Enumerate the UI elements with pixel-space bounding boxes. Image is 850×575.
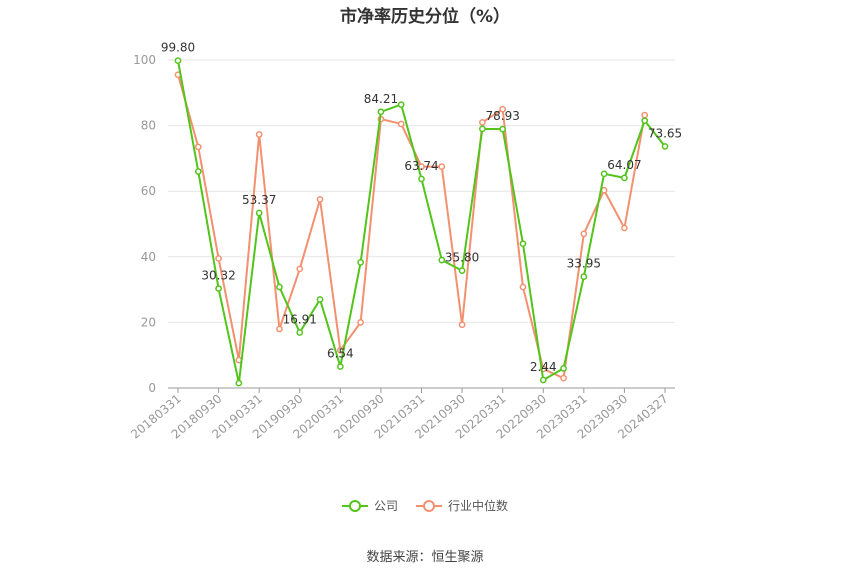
data-point-company xyxy=(174,57,182,65)
data-point-industry xyxy=(255,131,263,138)
y-tick-label: 60 xyxy=(141,184,156,198)
data-point-company xyxy=(519,240,527,248)
chart-title: 市净率历史分位（%） xyxy=(339,7,511,27)
data-point-industry xyxy=(580,230,588,238)
y-tick-label: 0 xyxy=(148,381,156,395)
data-point-industry xyxy=(296,265,304,273)
y-tick-label: 80 xyxy=(141,119,156,133)
source-note: 数据来源：恒生聚源 xyxy=(366,550,484,565)
data-point-company xyxy=(580,273,588,280)
data-point-industry xyxy=(641,111,649,119)
legend-industry-marker xyxy=(416,499,442,512)
data-point-industry xyxy=(215,255,222,262)
data-point-company xyxy=(316,296,324,303)
legend: 公司 行业中位数 xyxy=(0,497,850,514)
y-tick-label: 40 xyxy=(141,250,156,264)
data-point-industry xyxy=(438,163,446,170)
legend-item-company[interactable]: 公司 xyxy=(341,497,398,514)
data-point-industry xyxy=(397,120,405,128)
data-labels: 99.80 30.32 53.37 16.91 6.54 84.21 63.74 35.80 7… xyxy=(161,41,682,374)
data-point-company xyxy=(194,168,202,175)
data-point-company xyxy=(357,259,364,266)
data-point-industry xyxy=(519,283,527,291)
legend-industry-label: 行业中位数 xyxy=(448,499,509,513)
data-point-company xyxy=(296,329,304,336)
data-label: 78.93 xyxy=(485,109,519,123)
data-point-company xyxy=(499,125,507,133)
data-point-industry xyxy=(276,325,283,333)
data-label: 63.74 xyxy=(404,159,438,173)
data-point-company xyxy=(539,376,547,384)
data-label: 30.32 xyxy=(201,269,235,283)
data-point-industry xyxy=(357,319,364,326)
legend-company-marker xyxy=(341,499,368,512)
data-point-company xyxy=(336,363,344,370)
data-point-company xyxy=(661,143,669,150)
data-label: 33.95 xyxy=(567,257,601,271)
data-label: 2.44 xyxy=(530,360,557,374)
series-line-industry xyxy=(177,74,646,380)
data-point-company xyxy=(600,170,608,178)
data-point-company xyxy=(276,283,283,291)
legend-company-label: 公司 xyxy=(373,499,398,513)
data-point-industry xyxy=(194,143,202,151)
data-point-industry xyxy=(560,374,567,382)
data-point-industry xyxy=(458,321,466,329)
data-point-company xyxy=(621,174,628,182)
legend-item-industry[interactable]: 行业中位数 xyxy=(416,497,508,514)
data-point-industry xyxy=(316,196,324,203)
data-point-company xyxy=(255,209,263,217)
data-point-industry xyxy=(479,118,486,126)
data-label: 99.80 xyxy=(161,41,195,55)
data-point-company xyxy=(377,108,385,116)
y-tick-label: 20 xyxy=(141,315,156,329)
data-point-company xyxy=(215,285,222,292)
data-point-industry xyxy=(621,224,628,232)
data-point-company xyxy=(458,267,466,274)
data-point-company xyxy=(397,101,405,108)
data-point-industry xyxy=(600,186,608,194)
series-lines xyxy=(174,57,669,387)
data-label: 64.07 xyxy=(607,158,641,172)
data-point-industry xyxy=(499,105,507,113)
data-label: 16.91 xyxy=(283,313,317,327)
data-point-company xyxy=(418,175,425,183)
data-label: 84.21 xyxy=(364,92,398,106)
data-point-company xyxy=(641,117,649,125)
data-label: 6.54 xyxy=(327,347,354,361)
y-tick-label: 100 xyxy=(133,53,156,67)
grid-lines xyxy=(168,59,675,323)
data-point-company xyxy=(235,379,243,387)
data-label: 35.80 xyxy=(445,251,479,265)
data-point-company xyxy=(560,364,567,372)
data-point-company xyxy=(479,125,486,133)
data-point-company xyxy=(438,256,446,264)
axes: 0204060801002018033120180930201903312019… xyxy=(128,53,675,442)
data-label: 53.37 xyxy=(242,193,276,207)
data-label: 73.65 xyxy=(648,126,682,140)
line-chart: 0204060801002018033120180930201903312019… xyxy=(128,41,682,442)
